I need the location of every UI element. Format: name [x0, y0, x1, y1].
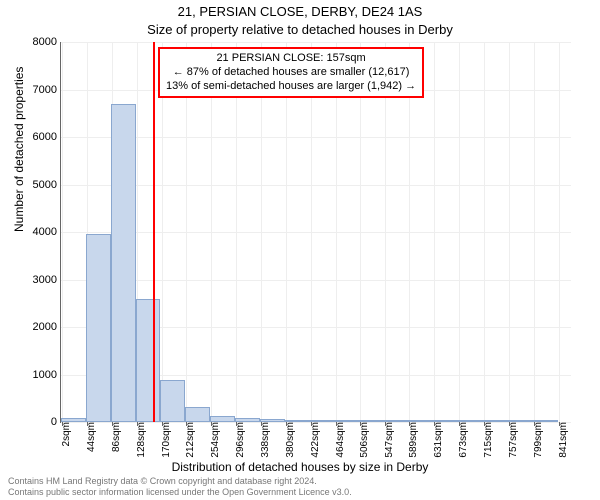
histogram-bar: [61, 418, 86, 422]
chart-title-address: 21, PERSIAN CLOSE, DERBY, DE24 1AS: [0, 4, 600, 19]
histogram-bar: [409, 420, 434, 422]
y-tick-label: 4000: [33, 226, 61, 238]
grid-line-v: [261, 42, 262, 422]
annot-line: 13% of semi-detached houses are larger (…: [166, 80, 416, 94]
x-tick-label: 422sqm: [308, 422, 321, 458]
attribution-footer: Contains HM Land Registry data © Crown c…: [8, 476, 352, 498]
x-tick-label: 547sqm: [382, 422, 395, 458]
histogram-bar: [235, 418, 260, 422]
y-tick-label: 1000: [33, 369, 61, 381]
grid-line-v: [336, 42, 337, 422]
grid-line-v: [186, 42, 187, 422]
histogram-plot: 0100020003000400050006000700080002sqm44s…: [60, 42, 571, 423]
y-tick-label: 7000: [33, 84, 61, 96]
grid-line-v: [385, 42, 386, 422]
histogram-bar: [384, 420, 409, 422]
grid-line-v: [286, 42, 287, 422]
x-tick-label: 254sqm: [208, 422, 221, 458]
x-tick-label: 86sqm: [109, 422, 122, 452]
y-tick-label: 5000: [33, 179, 61, 191]
grid-line-v: [559, 42, 560, 422]
histogram-bar: [136, 299, 161, 423]
x-tick-label: 128sqm: [134, 422, 147, 458]
reference-annotation: 21 PERSIAN CLOSE: 157sqm ← 87% of detach…: [158, 47, 424, 98]
x-tick-label: 44sqm: [84, 422, 97, 452]
histogram-bar: [359, 420, 384, 422]
grid-line-v: [534, 42, 535, 422]
y-axis-label: Number of detached properties: [12, 67, 26, 232]
x-tick-label: 715sqm: [481, 422, 494, 458]
footer-line: Contains public sector information licen…: [8, 487, 352, 498]
histogram-bar: [459, 420, 484, 422]
grid-line-v: [459, 42, 460, 422]
chart-subtitle: Size of property relative to detached ho…: [0, 22, 600, 37]
histogram-bar: [533, 420, 558, 422]
grid-line-v: [409, 42, 410, 422]
histogram-bar: [185, 407, 210, 422]
grid-line-v: [162, 42, 163, 422]
histogram-bar: [434, 420, 459, 422]
grid-line-v: [311, 42, 312, 422]
x-tick-label: 338sqm: [258, 422, 271, 458]
reference-line: [153, 42, 155, 422]
grid-line-v: [62, 42, 63, 422]
x-tick-label: 2sqm: [59, 422, 72, 446]
x-tick-label: 757sqm: [506, 422, 519, 458]
histogram-bar: [285, 420, 310, 422]
x-tick-label: 673sqm: [456, 422, 469, 458]
grid-line-v: [434, 42, 435, 422]
footer-line: Contains HM Land Registry data © Crown c…: [8, 476, 352, 487]
histogram-bar: [334, 420, 359, 422]
x-tick-label: 799sqm: [531, 422, 544, 458]
grid-line-v: [236, 42, 237, 422]
grid-line-v: [509, 42, 510, 422]
histogram-bar: [111, 104, 136, 422]
annot-line: ← 87% of detached houses are smaller (12…: [166, 66, 416, 80]
x-tick-label: 589sqm: [406, 422, 419, 458]
histogram-bar: [260, 419, 285, 422]
x-tick-label: 380sqm: [283, 422, 296, 458]
x-tick-label: 841sqm: [556, 422, 569, 458]
y-tick-label: 3000: [33, 274, 61, 286]
y-tick-label: 8000: [33, 36, 61, 48]
grid-line-v: [484, 42, 485, 422]
x-tick-label: 296sqm: [233, 422, 246, 458]
histogram-bar: [483, 420, 508, 422]
x-tick-label: 506sqm: [357, 422, 370, 458]
histogram-bar: [309, 420, 334, 422]
y-tick-label: 6000: [33, 131, 61, 143]
annot-line: 21 PERSIAN CLOSE: 157sqm: [166, 52, 416, 66]
histogram-bar: [508, 420, 533, 422]
histogram-bar: [86, 234, 111, 422]
x-axis-label: Distribution of detached houses by size …: [0, 460, 600, 474]
histogram-bar: [160, 380, 185, 422]
grid-line-v: [211, 42, 212, 422]
histogram-bar: [210, 416, 235, 422]
y-tick-label: 2000: [33, 321, 61, 333]
x-tick-label: 212sqm: [183, 422, 196, 458]
x-tick-label: 631sqm: [431, 422, 444, 458]
x-tick-label: 170sqm: [159, 422, 172, 458]
grid-line-v: [360, 42, 361, 422]
x-tick-label: 464sqm: [333, 422, 346, 458]
